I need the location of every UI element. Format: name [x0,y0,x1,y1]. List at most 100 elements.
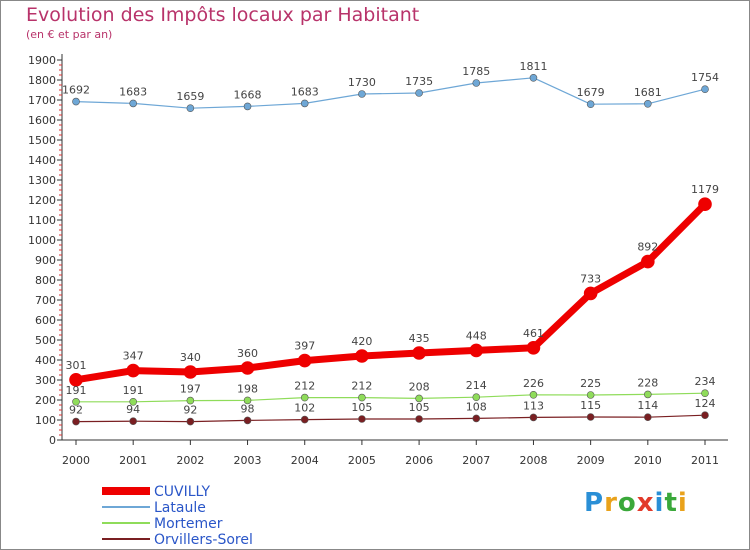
data-point [358,393,366,402]
x-tick-label: 2009 [577,454,605,467]
y-tick-label: 300 [35,374,56,387]
data-label: 1179 [691,183,719,196]
data-point [701,411,709,420]
data-label: 1754 [691,71,719,84]
data-label: 92 [183,404,197,417]
y-tick-label: 1500 [28,134,56,147]
data-point [355,349,369,363]
data-point [586,413,595,421]
data-label: 197 [180,383,201,396]
y-tick-label: 1400 [28,154,56,167]
chart-subtitle: (en € et par an) [26,28,113,41]
data-label: 1659 [176,90,204,103]
data-label: 108 [466,400,487,413]
data-point [358,415,366,423]
data-point [243,396,252,405]
data-point [644,100,652,108]
data-point [415,394,423,403]
logo-letter: x [636,488,655,518]
data-label: 448 [466,329,487,342]
proxiti-logo: Proxiti [584,488,688,518]
legend-label: CUVILLY [154,484,210,500]
data-point [72,397,80,406]
x-tick-label: 2008 [519,454,547,467]
data-label: 1730 [348,76,376,89]
y-tick-label: 500 [35,334,56,347]
data-point [129,397,137,406]
legend-label: Lataule [154,500,206,516]
x-tick-label: 2006 [405,454,433,467]
logo-letter: t [664,488,678,518]
data-point [72,417,80,426]
data-label: 1683 [291,85,319,98]
data-label: 228 [637,376,658,389]
data-point [472,393,481,402]
data-point [529,74,538,82]
data-point [698,197,712,211]
data-label: 212 [294,380,315,393]
x-tick-label: 2002 [176,454,204,467]
chart-title: Evolution des Impôts locaux par Habitant [26,4,420,26]
data-point [472,414,481,423]
data-point [586,100,595,108]
data-point [358,90,366,98]
data-point [69,372,83,387]
data-point [186,417,195,426]
data-point [641,254,655,269]
x-tick-label: 2004 [291,454,319,467]
data-label: 360 [237,347,258,360]
y-tick-label: 900 [35,254,56,267]
data-label: 1785 [462,65,490,78]
data-point [183,365,198,379]
data-label: 1692 [62,84,90,97]
legend-label: Mortemer [154,516,223,532]
logo-letter: P [584,488,605,518]
data-point [300,393,309,402]
data-point [529,390,538,399]
y-tick-label: 1900 [28,54,56,67]
y-tick-label: 1000 [28,234,56,247]
data-label: 340 [180,351,201,364]
data-label: 208 [409,380,430,393]
data-label: 420 [351,335,372,348]
data-point [186,396,195,405]
data-label: 397 [294,340,315,353]
y-tick-label: 1200 [28,194,56,207]
data-label: 191 [123,384,144,397]
y-tick-label: 1600 [28,114,56,127]
data-point [526,340,541,355]
data-point [701,389,709,398]
data-point [583,286,598,301]
y-tick-label: 800 [35,274,56,287]
data-label: 105 [351,401,372,414]
data-point [529,413,538,422]
y-tick-label: 1800 [28,74,56,87]
x-tick-label: 2000 [62,454,90,467]
x-tick-label: 2001 [119,454,147,467]
data-label: 94 [126,403,140,416]
y-tick-label: 1100 [28,214,56,227]
data-label: 1683 [119,85,147,98]
y-tick-label: 700 [35,294,56,307]
x-tick-label: 2005 [348,454,376,467]
data-label: 1735 [405,75,433,88]
data-point [586,391,595,399]
data-label: 301 [66,359,87,372]
data-point [472,79,481,87]
legend-label: Orvillers-Sorel [154,532,253,548]
data-point [129,99,137,108]
data-label: 461 [523,327,544,340]
data-label: 347 [123,350,144,363]
data-label: 1668 [234,88,262,101]
data-label: 733 [580,272,601,285]
logo-letter: o [617,488,637,518]
data-label: 198 [237,382,258,395]
data-label: 191 [66,384,87,397]
y-tick-label: 400 [35,354,56,367]
data-label: 124 [695,397,716,410]
logo-letter: i [677,488,688,518]
data-label: 1681 [634,86,662,99]
series-line [76,392,706,403]
